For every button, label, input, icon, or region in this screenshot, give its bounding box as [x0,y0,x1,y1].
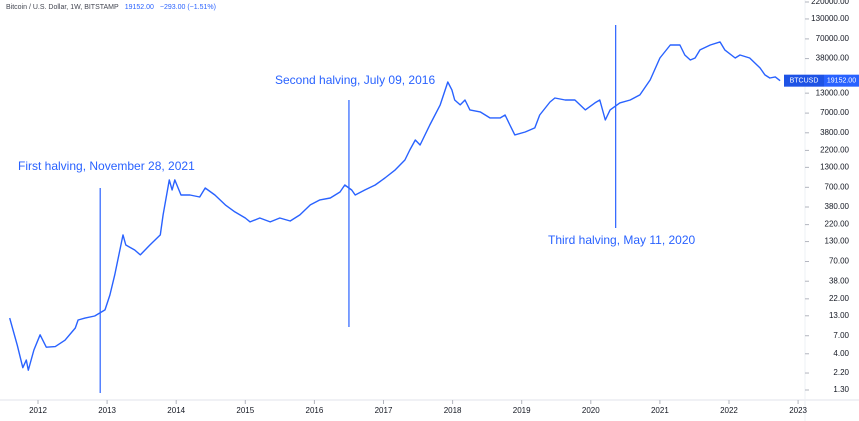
y-tick-label: 3800.00 [820,128,849,137]
y-tick-label: 70000.00 [816,34,850,43]
price-tag [824,74,859,87]
symbol: Bitcoin / U.S. Dollar, 1W, BITSTAMP [6,4,119,11]
y-tick-label: 38.00 [829,276,850,285]
price-change: −293.00 (−1.51%) [160,4,216,11]
x-tick-label: 2022 [720,406,738,415]
y-tick-label: 7000.00 [820,108,849,117]
annotation: First halving, November 28, 2021 [18,159,195,173]
x-tick-label: 2012 [29,406,47,415]
y-tick-label: 220.00 [825,220,850,229]
y-tick-label: 220000.00 [811,0,849,6]
x-tick-label: 2021 [651,406,669,415]
y-tick-label: 2200.00 [820,146,849,155]
y-tick-label: 7.00 [833,331,849,340]
x-tick-label: 2023 [789,406,807,415]
x-tick-label: 2014 [167,406,185,415]
y-tick-label: 1.30 [833,385,849,394]
price-tag [784,74,824,87]
y-tick-label: 2.20 [833,368,849,377]
y-tick-label: 22.00 [829,294,850,303]
x-tick-label: 2018 [444,406,462,415]
y-tick-label: 13000.00 [816,88,850,97]
x-tick-label: 2016 [306,406,324,415]
y-tick-label: 380.00 [825,202,850,211]
y-tick-label: 13.00 [829,311,850,320]
annotation: Second halving, July 09, 2016 [275,73,435,87]
y-tick-label: 130.00 [825,237,850,246]
x-tick-label: 2015 [236,406,254,415]
y-tick-label: 700.00 [825,182,850,191]
y-tick-label: 70.00 [829,257,850,266]
y-tick-label: 4.00 [833,349,849,358]
series-name: BTCUSD [790,78,819,85]
y-tick-label: 1300.00 [820,162,849,171]
price-line [9,41,781,371]
annotation: Third halving, May 11, 2020 [548,233,696,247]
last-price-tag: 19152.00 [827,78,856,85]
chart-header: Bitcoin / U.S. Dollar, 1W, BITSTAMP 19152… [6,4,216,11]
x-tick-label: 2020 [582,406,600,415]
y-tick-label: 38000.00 [816,54,850,63]
x-tick-label: 2019 [513,406,531,415]
last-price: 19152.00 [125,4,154,11]
x-tick-label: 2013 [98,406,116,415]
x-tick-label: 2017 [375,406,393,415]
y-tick-label: 130000.00 [811,14,849,23]
